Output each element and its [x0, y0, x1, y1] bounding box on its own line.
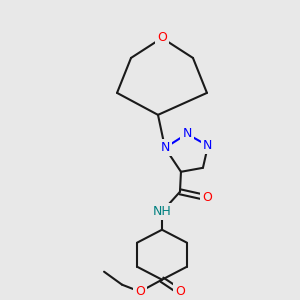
Text: N: N — [182, 127, 192, 140]
Text: O: O — [157, 32, 167, 44]
Text: N: N — [160, 141, 170, 154]
Text: N: N — [203, 139, 213, 152]
Text: O: O — [175, 285, 185, 298]
Text: O: O — [135, 285, 145, 298]
Text: NH: NH — [153, 205, 171, 218]
Text: O: O — [202, 191, 212, 204]
